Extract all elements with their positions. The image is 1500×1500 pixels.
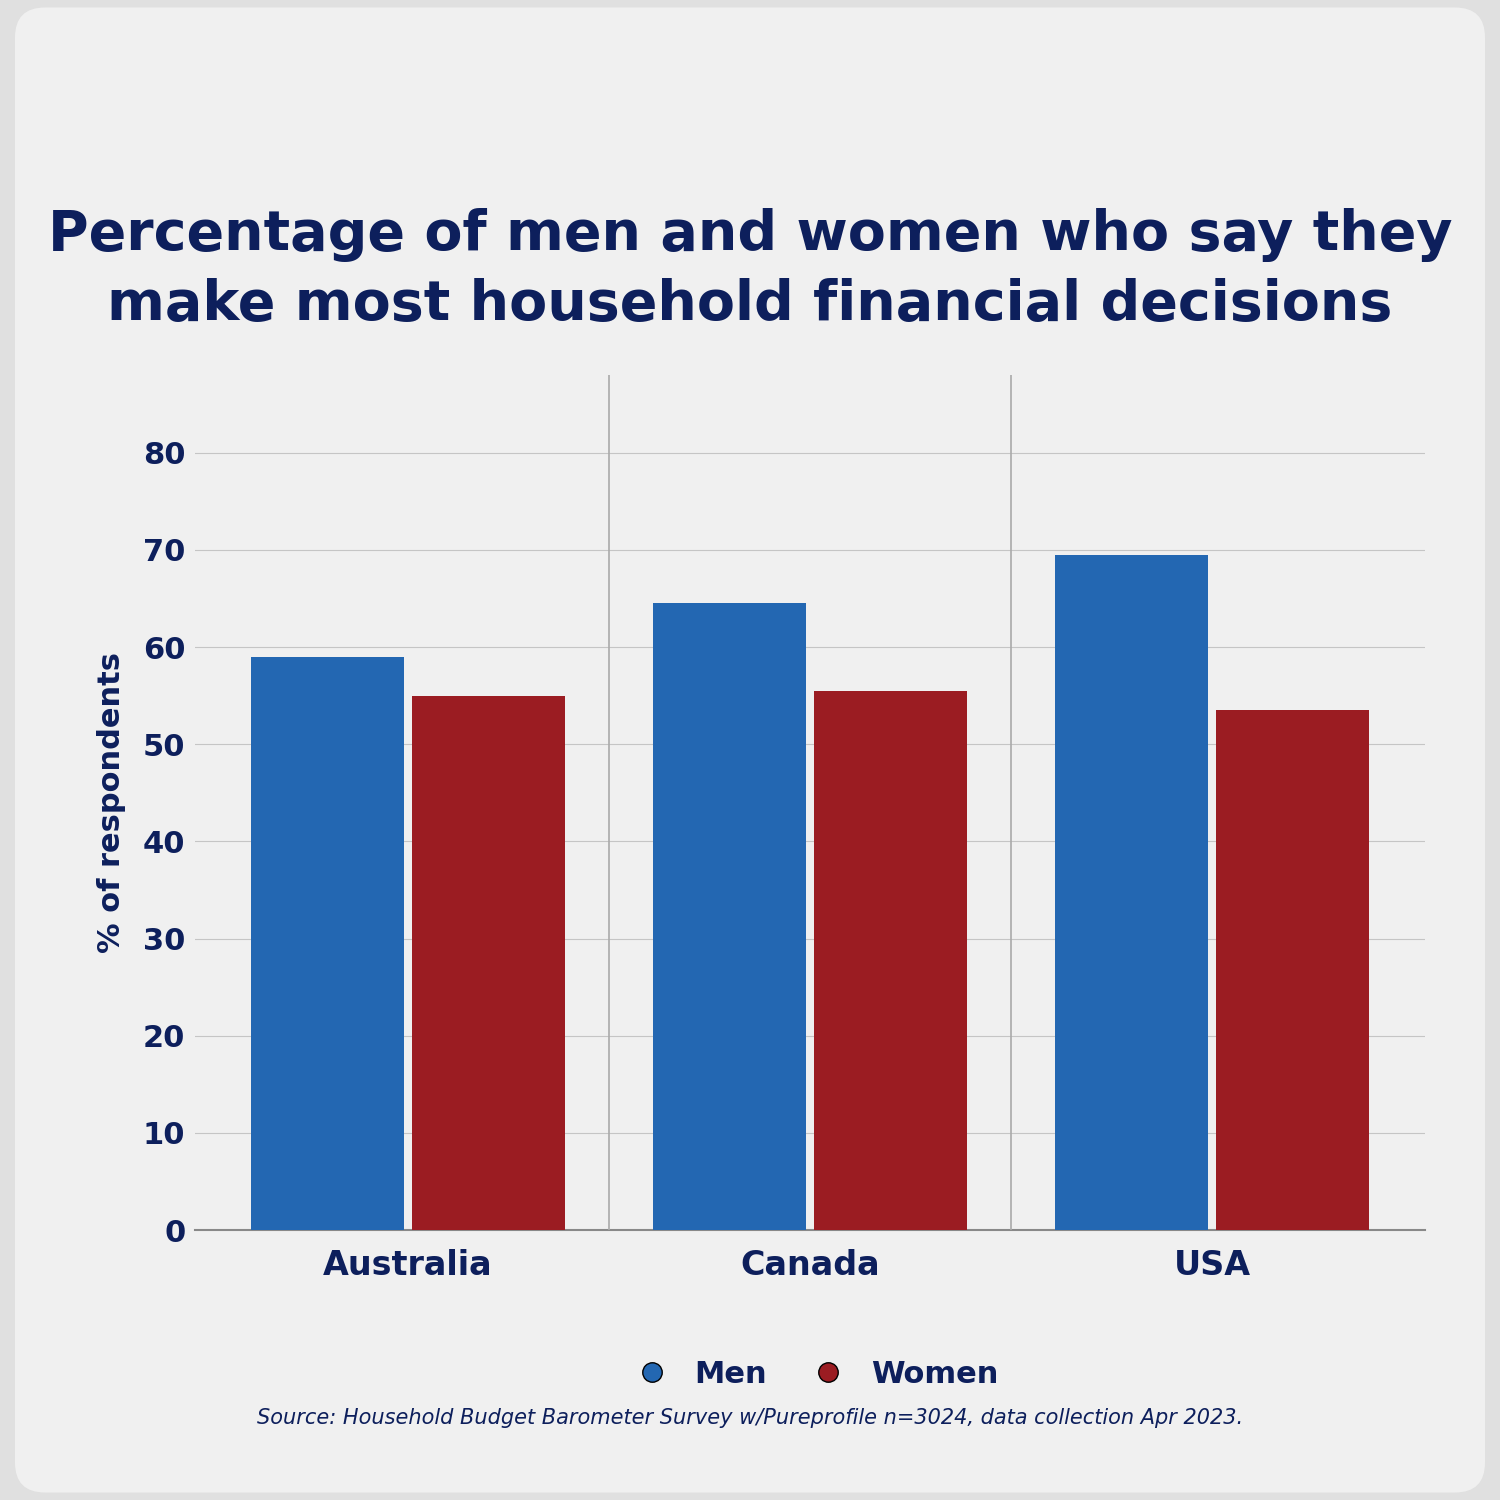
Text: Percentage of men and women who say they
make most household financial decisions: Percentage of men and women who say they…	[48, 207, 1452, 333]
FancyBboxPatch shape	[15, 8, 1485, 1492]
Bar	[413, 696, 564, 1230]
Y-axis label: % of respondents: % of respondents	[98, 652, 126, 952]
Legend: Men, Women: Men, Women	[609, 1348, 1011, 1401]
Bar	[1056, 555, 1208, 1230]
Bar	[251, 657, 404, 1230]
Bar	[815, 692, 968, 1230]
Bar	[1216, 710, 1370, 1230]
Text: Source: Household Budget Barometer Survey w/Pureprofile n=3024, data collection : Source: Household Budget Barometer Surve…	[256, 1407, 1244, 1428]
Bar	[652, 603, 806, 1230]
